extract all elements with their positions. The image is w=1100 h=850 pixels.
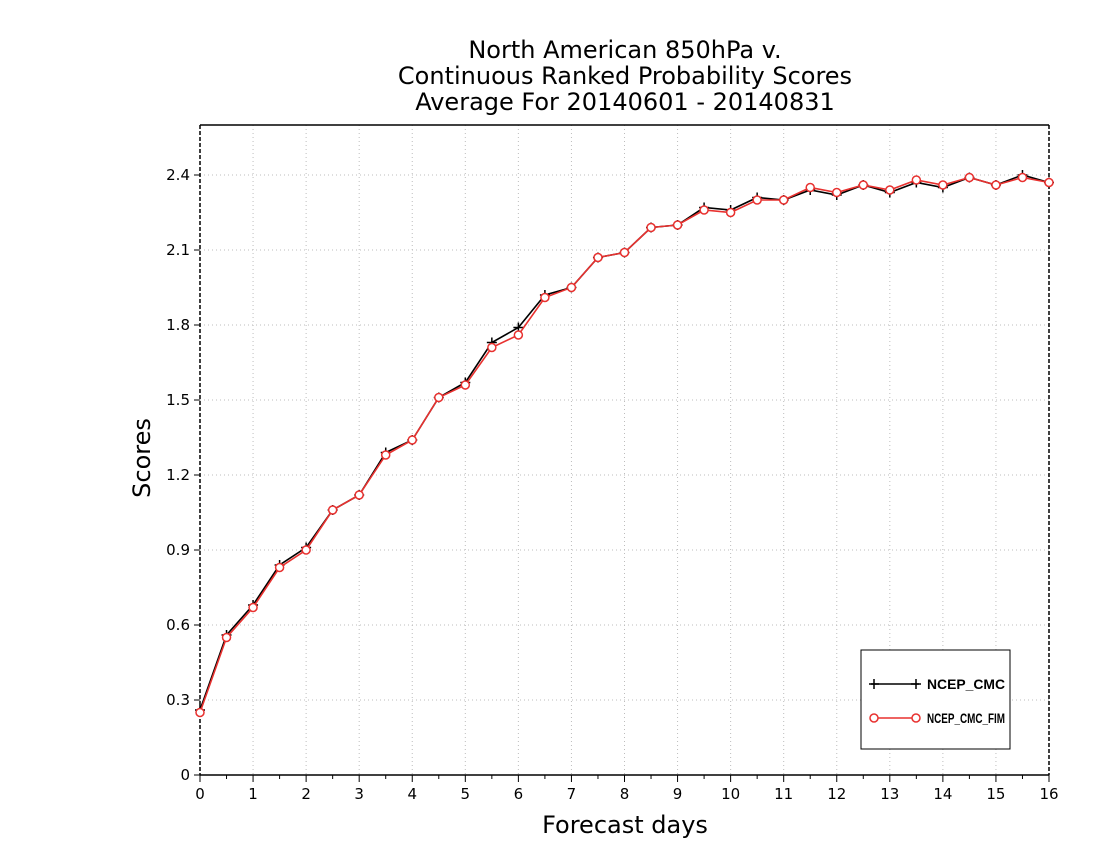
data-point xyxy=(380,450,391,460)
data-point xyxy=(805,182,815,193)
x-tick-label: 7 xyxy=(567,785,577,803)
y-tick-label: 0.9 xyxy=(166,541,190,559)
data-point xyxy=(725,207,736,218)
legend-marker xyxy=(911,679,921,689)
title-line-3: Average For 20140601 - 20140831 xyxy=(415,88,835,116)
data-point xyxy=(885,185,895,195)
x-tick-label: 0 xyxy=(195,785,205,803)
data-point xyxy=(248,602,258,613)
y-tick-label: 2.1 xyxy=(166,241,190,259)
y-axis-ticks: 0 0.3 0.6 0.9 1.2 1.5 1.8 2.1 2.4 xyxy=(166,166,200,784)
data-point xyxy=(938,180,948,190)
x-tick-label: 14 xyxy=(933,785,952,803)
series-layer xyxy=(195,170,1054,718)
x-tick-label: 13 xyxy=(880,785,899,803)
data-point xyxy=(354,490,364,500)
title-line-1: North American 850hPa v. xyxy=(468,36,781,64)
y-tick-label: 1.5 xyxy=(166,391,190,409)
y-tick-label: 0.3 xyxy=(166,691,190,709)
x-tick-label: 11 xyxy=(774,785,793,803)
data-point xyxy=(858,180,869,190)
x-tick-label: 2 xyxy=(301,785,311,803)
y-tick-label: 2.4 xyxy=(166,166,190,184)
data-point xyxy=(619,247,630,258)
y-tick-label: 0 xyxy=(180,766,190,784)
data-point xyxy=(434,392,444,403)
data-point xyxy=(301,545,311,555)
x-tick-label: 16 xyxy=(1039,785,1058,803)
x-tick-label: 1 xyxy=(248,785,258,803)
x-tick-label: 5 xyxy=(461,785,471,803)
legend: NCEP_CMC NCEP_CMC_FIM xyxy=(860,649,1011,750)
x-tick-label: 4 xyxy=(407,785,417,803)
data-point xyxy=(274,562,285,573)
chart-title: North American 850hPa v. Continuous Rank… xyxy=(398,36,852,116)
legend-marker xyxy=(869,679,879,689)
x-tick-label: 10 xyxy=(721,785,740,803)
x-tick-label: 6 xyxy=(514,785,524,803)
data-point xyxy=(832,187,842,198)
data-point xyxy=(991,180,1001,190)
x-tick-label: 3 xyxy=(354,785,364,803)
data-point xyxy=(407,435,417,445)
grid xyxy=(200,125,1049,775)
series-ncep-cmc-fim xyxy=(195,172,1054,718)
data-point xyxy=(195,707,205,718)
x-tick-label: 9 xyxy=(673,785,683,803)
data-point xyxy=(646,222,656,233)
data-point xyxy=(327,505,338,515)
title-line-2: Continuous Ranked Probability Scores xyxy=(398,62,852,90)
data-point xyxy=(752,195,762,205)
legend-label: NCEP_CMC_FIM xyxy=(927,710,1005,726)
x-tick-label: 15 xyxy=(986,785,1005,803)
data-point xyxy=(672,220,683,230)
y-tick-label: 1.2 xyxy=(166,466,190,484)
data-point xyxy=(566,282,577,293)
x-axis-label: Forecast days xyxy=(542,811,708,839)
data-point xyxy=(911,175,922,185)
data-point xyxy=(487,342,497,353)
data-point xyxy=(964,172,975,183)
data-point xyxy=(1017,172,1028,183)
legend-marker xyxy=(911,713,921,723)
x-axis-ticks: 0 1 2 3 4 5 6 7 8 9 10 11 12 13 14 15 16 xyxy=(195,775,1059,803)
plot-frame xyxy=(199,124,1050,776)
data-point xyxy=(699,205,709,215)
x-tick-label: 8 xyxy=(620,785,630,803)
y-axis-label: Scores xyxy=(128,418,156,498)
legend-box xyxy=(860,649,1011,750)
data-point xyxy=(513,330,524,340)
y-tick-label: 0.6 xyxy=(166,616,190,634)
data-point xyxy=(1044,177,1054,188)
data-point xyxy=(593,252,603,263)
legend-label: NCEP_CMC xyxy=(927,676,1005,692)
data-point xyxy=(778,195,789,205)
x-tick-label: 12 xyxy=(827,785,846,803)
data-point xyxy=(221,632,232,643)
y-tick-label: 1.8 xyxy=(166,316,190,334)
data-point xyxy=(460,380,471,390)
data-point xyxy=(540,292,550,303)
legend-marker xyxy=(869,713,879,723)
